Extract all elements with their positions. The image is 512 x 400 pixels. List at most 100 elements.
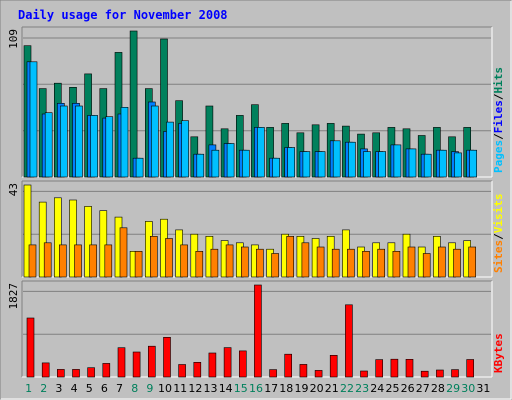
bar-pages (439, 149, 447, 178)
x-tick-label: 20 (310, 382, 324, 395)
bar-kbytes (466, 359, 475, 378)
legend-entry: / (492, 133, 505, 140)
bar-sites (453, 248, 461, 278)
x-tick-label: 10 (158, 382, 172, 395)
bar-kbytes (239, 350, 247, 378)
bar-pages (75, 105, 83, 178)
x-tick-label: 28 (431, 382, 445, 395)
x-tick-label: 30 (461, 382, 475, 395)
bar-sites (89, 244, 97, 278)
legend-entry: Pages (492, 140, 505, 173)
bar-visits (38, 201, 47, 278)
bar-pages (181, 120, 189, 178)
x-tick-label: 5 (86, 382, 93, 395)
x-tick-label: 29 (446, 382, 460, 395)
chart-panels: 109Pages/Files/Hits43Sites/Visits1827KBy… (7, 26, 505, 378)
bar-kbytes (178, 364, 186, 378)
bar-pages (59, 105, 68, 178)
x-tick-label: 18 (279, 382, 293, 395)
bar-kbytes (223, 347, 232, 378)
bar-kbytes (117, 347, 126, 378)
x-tick-label: 1 (25, 382, 32, 395)
bar-sites (377, 248, 386, 278)
legend-entry: Files (492, 100, 505, 133)
bar-pages (348, 141, 356, 178)
bar-kbytes (314, 370, 323, 378)
legend-entry: KBytes (492, 333, 505, 373)
bar-sites (104, 244, 113, 278)
bar-kbytes (102, 363, 111, 378)
bar-pages (454, 152, 462, 178)
bar-pages (105, 116, 114, 178)
bar-sites (301, 242, 310, 278)
x-tick-label: 2 (40, 382, 47, 395)
bar-pages (257, 127, 265, 178)
bar-kbytes (193, 361, 202, 378)
x-tick-label: 13 (204, 382, 218, 395)
bar-sites (165, 238, 173, 278)
x-tick-label: 11 (173, 382, 187, 395)
bar-sites (256, 248, 264, 278)
bar-pages (423, 153, 432, 178)
bar-pages (151, 105, 159, 178)
bar-kbytes (87, 367, 95, 378)
bar-pages (393, 144, 402, 178)
chart-title: Daily usage for November 2008 (18, 8, 228, 22)
bar-kbytes (163, 336, 171, 378)
bar-kbytes (284, 353, 293, 378)
bar-kbytes (420, 370, 429, 378)
x-tick-label: 15 (234, 382, 248, 395)
legend-entry: / (492, 233, 505, 240)
bar-sites (225, 244, 234, 278)
legend-middle: Sites/Visits (492, 194, 505, 274)
bar-sites (28, 244, 37, 278)
bar-pages (196, 153, 205, 178)
bar-sites (134, 251, 143, 278)
bar-kbytes (405, 358, 414, 378)
bar-kbytes (208, 352, 217, 378)
bar-sites (392, 251, 401, 278)
bar-sites (362, 251, 370, 278)
bar-kbytes (345, 304, 353, 378)
bar-pages (242, 149, 250, 178)
bar-sites (438, 246, 446, 278)
x-tick-label: 16 (249, 382, 263, 395)
bar-visits (84, 206, 92, 278)
bar-pages (332, 140, 341, 178)
bar-pages (378, 151, 387, 178)
bar-sites (422, 253, 431, 278)
bar-kbytes (299, 364, 308, 378)
x-tick-label: 19 (295, 382, 309, 395)
x-tick-label: 21 (325, 382, 339, 395)
bar-pages (272, 157, 280, 178)
bar-pages (29, 61, 38, 178)
bar-pages (120, 107, 129, 178)
legend-entry: / (492, 93, 505, 100)
x-tick-label: 27 (416, 382, 430, 395)
bar-kbytes (329, 354, 338, 378)
x-tick-label: 26 (401, 382, 415, 395)
bar-kbytes (375, 359, 384, 378)
bar-pages (408, 148, 417, 178)
panel-bottom: 1827 KBytes (7, 280, 505, 378)
x-tick-label: 8 (131, 382, 138, 395)
legend-bottom: KBytes (492, 333, 505, 373)
bar-kbytes (254, 284, 262, 378)
bar-pages (44, 112, 53, 178)
bar-sites (316, 246, 325, 278)
bar-sites (119, 227, 128, 278)
x-tick-label: 23 (355, 382, 369, 395)
legend-entry: Visits (492, 194, 505, 234)
bar-kbytes (436, 369, 444, 378)
bar-visits (53, 197, 62, 278)
y-max-label: 1827 (7, 283, 20, 310)
panel-middle: 43 Sites/Visits (7, 180, 505, 278)
bar-sites (58, 244, 67, 278)
x-tick-label: 12 (188, 382, 202, 395)
bar-pages (363, 151, 371, 178)
bar-sites (241, 246, 249, 278)
bar-sites (150, 236, 158, 278)
bar-sites (331, 248, 340, 278)
bar-visits (99, 210, 108, 278)
bar-sites (43, 242, 52, 278)
